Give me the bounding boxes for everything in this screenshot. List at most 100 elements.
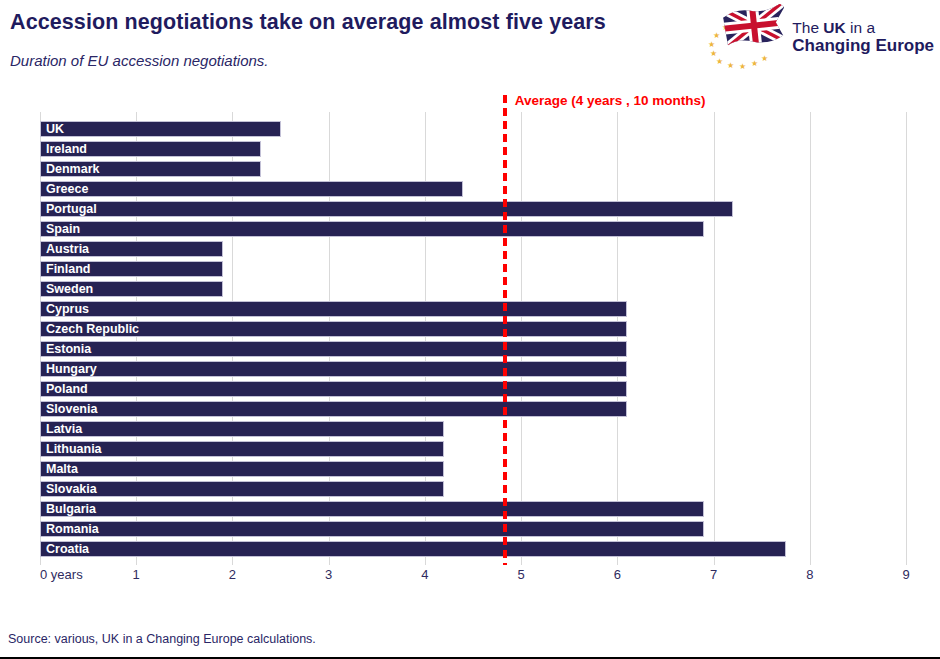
gridline-8 bbox=[810, 112, 811, 565]
bar-label: Portugal bbox=[41, 203, 97, 216]
bar-label: Ireland bbox=[41, 143, 87, 156]
bar-label: Estonia bbox=[41, 343, 91, 356]
bar-bulgaria: Bulgaria bbox=[40, 501, 704, 517]
average-label: Average (4 years , 10 months) bbox=[515, 93, 706, 108]
bar-greece: Greece bbox=[40, 181, 463, 197]
bar-estonia: Estonia bbox=[40, 341, 627, 357]
bar-label: Poland bbox=[41, 383, 88, 396]
bar-label: UK bbox=[41, 123, 64, 136]
x-tick-label-6: 6 bbox=[614, 567, 621, 582]
svg-text:★: ★ bbox=[716, 57, 723, 66]
bar-label: Cyprus bbox=[41, 303, 89, 316]
bar-denmark: Denmark bbox=[40, 161, 261, 177]
bar-label: Slovakia bbox=[41, 483, 97, 496]
bar-label: Lithuania bbox=[41, 443, 102, 456]
page-subtitle: Duration of EU accession negotiations. bbox=[10, 52, 268, 69]
bar-label: Croatia bbox=[41, 543, 89, 556]
bar-romania: Romania bbox=[40, 521, 704, 537]
gridline-9 bbox=[906, 112, 907, 565]
gridline-1 bbox=[136, 112, 137, 565]
x-tick-label-5: 5 bbox=[517, 567, 524, 582]
source-note: Source: various, UK in a Changing Europe… bbox=[8, 632, 316, 646]
bar-row: Ireland bbox=[40, 141, 906, 157]
gridline-5 bbox=[521, 112, 522, 565]
bar-row: Malta bbox=[40, 461, 906, 477]
x-tick-label-1: 1 bbox=[133, 567, 140, 582]
bar-row: Spain bbox=[40, 221, 906, 237]
svg-text:★: ★ bbox=[708, 40, 715, 49]
x-axis: 0 years123456789 bbox=[40, 567, 906, 587]
bar-label: Spain bbox=[41, 223, 80, 236]
bar-label: Greece bbox=[41, 183, 88, 196]
bar-slovakia: Slovakia bbox=[40, 481, 444, 497]
bar-ireland: Ireland bbox=[40, 141, 261, 157]
bar-label: Czech Republic bbox=[41, 323, 139, 336]
x-tick-label-9: 9 bbox=[902, 567, 909, 582]
bar-croatia: Croatia bbox=[40, 541, 786, 557]
logo: ★ ★ ★ ★ ★ ★ ★ ★ ★ bbox=[702, 4, 934, 70]
bar-label: Austria bbox=[41, 243, 89, 256]
bar-poland: Poland bbox=[40, 381, 627, 397]
svg-text:★: ★ bbox=[713, 31, 720, 40]
bar-slovenia: Slovenia bbox=[40, 401, 627, 417]
svg-text:★: ★ bbox=[727, 61, 734, 70]
bar-sweden: Sweden bbox=[40, 281, 223, 297]
uk-in-changing-europe-logo-graphic: ★ ★ ★ ★ ★ ★ ★ ★ ★ bbox=[702, 4, 788, 70]
bar-austria: Austria bbox=[40, 241, 223, 257]
bar-hungary: Hungary bbox=[40, 361, 627, 377]
svg-text:★: ★ bbox=[761, 54, 768, 63]
x-tick-label-8: 8 bbox=[806, 567, 813, 582]
bar-row: Austria bbox=[40, 241, 906, 257]
bar-row: Czech Republic bbox=[40, 321, 906, 337]
logo-text: The UK in a Changing Europe bbox=[792, 19, 934, 55]
bar-row: Slovenia bbox=[40, 401, 906, 417]
bar-row: Finland bbox=[40, 261, 906, 277]
plot-area: UK Ireland Denmark Greece Portugal Spain Austr… bbox=[40, 112, 906, 565]
page-title: Accession negotiations take on average a… bbox=[10, 10, 606, 35]
bar-spain: Spain bbox=[40, 221, 704, 237]
bar-row: Lithuania bbox=[40, 441, 906, 457]
bar-row: Denmark bbox=[40, 161, 906, 177]
bar-lithuania: Lithuania bbox=[40, 441, 444, 457]
gridline-4 bbox=[425, 112, 426, 565]
bar-label: Bulgaria bbox=[41, 503, 96, 516]
bar-row: Slovakia bbox=[40, 481, 906, 497]
bar-cyprus: Cyprus bbox=[40, 301, 627, 317]
bar-row: Latvia bbox=[40, 421, 906, 437]
bar-row: Sweden bbox=[40, 281, 906, 297]
bar-row: Bulgaria bbox=[40, 501, 906, 517]
bar-czech-republic: Czech Republic bbox=[40, 321, 627, 337]
bar-portugal: Portugal bbox=[40, 201, 733, 217]
average-line bbox=[503, 95, 507, 565]
bar-label: Slovenia bbox=[41, 403, 97, 416]
bar-row: Greece bbox=[40, 181, 906, 197]
svg-text:★: ★ bbox=[739, 62, 746, 70]
x-tick-label-7: 7 bbox=[710, 567, 717, 582]
bar-row: Croatia bbox=[40, 541, 906, 557]
gridline-0 bbox=[40, 112, 41, 565]
bar-label: Romania bbox=[41, 523, 99, 536]
bar-finland: Finland bbox=[40, 261, 223, 277]
x-tick-label-0: 0 years bbox=[40, 567, 83, 582]
x-tick-label-4: 4 bbox=[421, 567, 428, 582]
bar-row: Hungary bbox=[40, 361, 906, 377]
bar-label: Latvia bbox=[41, 423, 82, 436]
bar-label: Denmark bbox=[41, 163, 100, 176]
gridline-7 bbox=[714, 112, 715, 565]
bar-uk: UK bbox=[40, 121, 281, 137]
bar-label: Finland bbox=[41, 263, 90, 276]
uk-flag-icon bbox=[720, 4, 788, 50]
x-tick-label-2: 2 bbox=[229, 567, 236, 582]
bar-latvia: Latvia bbox=[40, 421, 444, 437]
gridline-3 bbox=[329, 112, 330, 565]
gridline-6 bbox=[617, 112, 618, 565]
bar-label: Malta bbox=[41, 463, 78, 476]
bar-malta: Malta bbox=[40, 461, 444, 477]
bar-label: Sweden bbox=[41, 283, 93, 296]
bar-row: Cyprus bbox=[40, 301, 906, 317]
bar-label: Hungary bbox=[41, 363, 97, 376]
bar-row: Poland bbox=[40, 381, 906, 397]
bar-row: Estonia bbox=[40, 341, 906, 357]
chart-card: Accession negotiations take on average a… bbox=[0, 0, 940, 659]
svg-text:★: ★ bbox=[751, 59, 758, 68]
